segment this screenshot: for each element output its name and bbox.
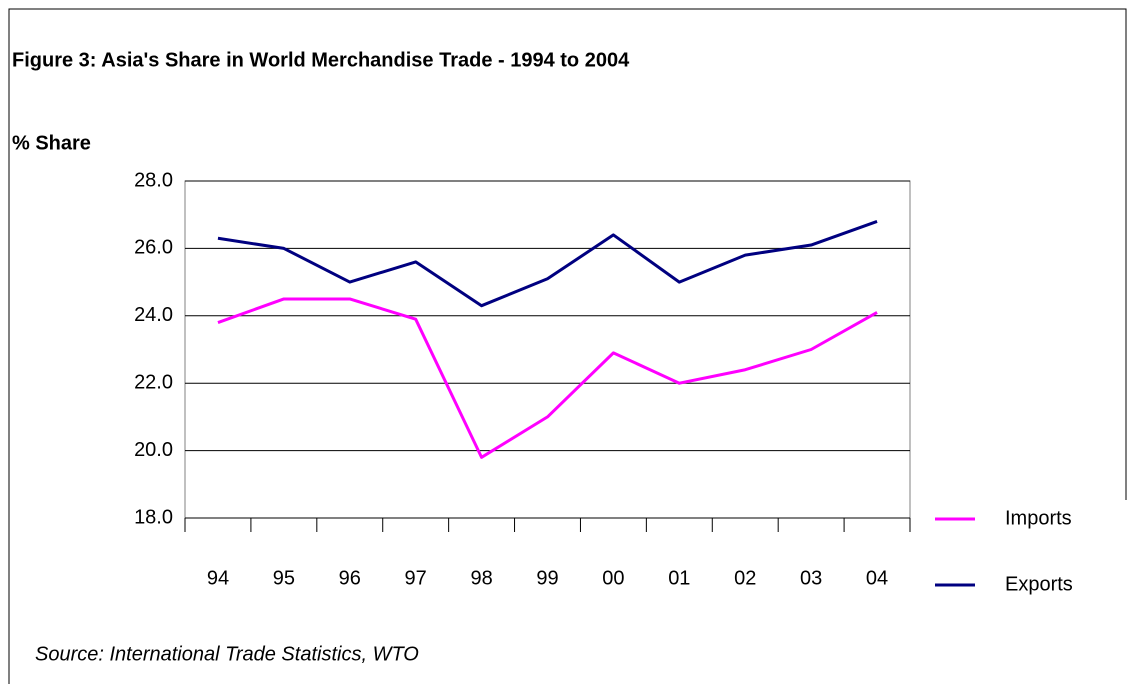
source-note: Source: International Trade Statistics, … [35,643,419,665]
x-tick-label: 03 [800,567,822,589]
legend-label: Exports [1005,573,1073,595]
x-tick-label: 00 [602,567,624,589]
x-tick-label: 99 [536,567,558,589]
x-tick-label: 96 [339,567,361,589]
frame [8,8,1127,684]
y-tick-label: 28.0 [134,169,173,191]
y-tick-label: 22.0 [134,371,173,393]
series-line [217,220,878,308]
x-tick-label: 94 [207,567,229,589]
y-axis-label: % Share [12,132,91,154]
x-tick-label: 02 [734,567,756,589]
series-line [217,297,878,459]
x-tick-label: 04 [866,567,888,589]
plot-area [184,180,911,519]
x-tick-label: 98 [470,567,492,589]
x-tick-label: 01 [668,567,690,589]
x-tick-label: 95 [273,567,295,589]
y-tick-label: 18.0 [134,506,173,528]
y-tick-label: 26.0 [134,237,173,259]
chart-title: Figure 3: Asia's Share in World Merchand… [12,49,630,71]
x-tick-label: 97 [405,567,427,589]
legend-label: Imports [1005,507,1072,529]
y-tick-label: 24.0 [134,304,173,326]
y-tick-label: 20.0 [134,439,173,461]
